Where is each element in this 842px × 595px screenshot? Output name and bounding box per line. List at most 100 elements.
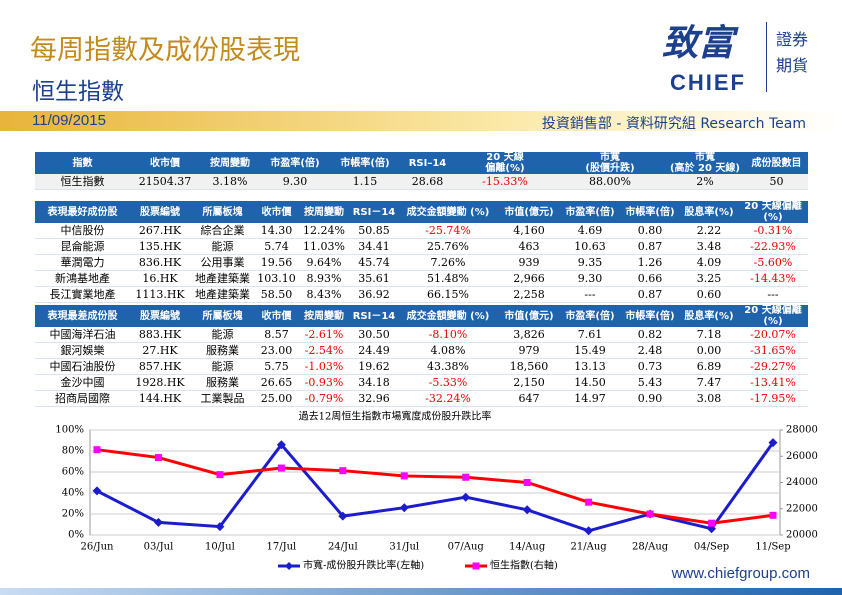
row: 中國石油股份 857.HK 能源 5.75 -1.03% 19.62 43.38% 18,56… [35,358,808,375]
cell: 51.48% [398,270,498,287]
marker [339,467,347,475]
cell: 2.48 [620,342,680,359]
row: 銀河娛樂 27.HK 服務業 23.00 -2.54% 24.49 4.08% 979 15.4… [35,342,808,359]
cell: 6.89 [680,358,738,375]
date: 11/09/2015 [32,112,106,129]
cell: 88.00% [555,174,665,190]
cell: 5.75 [255,358,298,375]
row: 招商局國際 144.HK 工業製品 25.00 -0.79% 32.96 -32.24% 64… [35,390,808,407]
x-tick-label: 03/Jul [144,542,174,553]
marker [646,510,654,518]
row: 新鴻基地產 16.HK 地產建築業 103.10 8.93% 35.61 51.48% 2,9… [35,270,808,287]
column-header: 所屬板塊 [190,305,255,327]
cell: 32.96 [350,390,398,407]
column-header: 20 天線 偏離(%) [455,152,555,174]
cell: 地產建築業 [190,270,255,287]
cell: 7.26% [398,254,498,271]
cell: -5.33% [398,374,498,391]
cell: 5.74 [255,238,298,255]
footer: www.chiefgroup.com [671,565,810,582]
cell: -32.24% [398,390,498,407]
marker [153,517,163,527]
marker [216,471,224,479]
column-header: 股息率(%) [680,201,738,223]
worst-table: 表現最差成份股 股票編號 所屬板塊 收市價 按周變動 RSI－14 成交金額變動 (%) 市值… [35,305,808,407]
chart: 過去12周恒生指數市場寬度成份股升跌比率 0% 20% 40% 60% 80% 100% 2… [55,410,817,572]
cell: 3,826 [498,327,560,343]
cell: 34.18 [350,374,398,391]
cell: 10.63 [560,238,620,255]
column-header: 20 天線偏離(%) [738,305,808,327]
logo-side: 證券 [776,30,809,49]
cell: 金沙中國 [35,374,130,391]
cell: 267.HK [130,223,190,239]
cell: 11.03% [298,238,350,255]
legend-marker [285,562,293,570]
cell: 地產建築業 [190,286,255,303]
row: 中信股份 267.HK 綜合企業 14.30 12.24% 50.85 -25.74% 4,1… [35,223,808,239]
cell: 857.HK [130,358,190,375]
cell: 9.30 [260,174,330,190]
cell: -17.95% [738,390,808,407]
cell: 836.HK [130,254,190,271]
cell: -15.33% [455,174,555,190]
column-header: 市盈率(倍) [560,201,620,223]
y-tick-label: 40% [62,488,84,499]
cell: 30.50 [350,327,398,343]
cell: 25.00 [255,390,298,407]
cell: 883.HK [130,327,190,343]
cell: -8.10% [398,327,498,343]
column-header: 市帳率(倍) [330,152,400,174]
cell: 3.18% [200,174,260,190]
cell: -1.03% [298,358,350,375]
cell: 21504.37 [130,174,200,190]
cell: -31.65% [738,342,808,359]
column-header: 按周變動 [298,201,350,223]
cell: 103.10 [255,270,298,287]
cell: 0.66 [620,270,680,287]
cell: 3.48 [680,238,738,255]
y-tick-label: 0% [68,530,84,541]
marker [708,519,716,527]
x-tick-label: 07/Aug [448,542,485,553]
cell: 招商局國際 [35,390,130,407]
cell: 恒生指數 [35,174,130,190]
date-band [0,111,842,131]
x-tick-label: 26/Jun [81,542,115,553]
column-header: 股票編號 [130,201,190,223]
cell: 3.08 [680,390,738,407]
cell: -14.43% [738,270,808,287]
cell: 4.69 [560,223,620,239]
cell: 2,966 [498,270,560,287]
marker [277,464,285,472]
cell: 25.76% [398,238,498,255]
logo-divider [766,22,767,92]
cell: 27.HK [130,342,190,359]
column-header: 市寬 (高於 20 天線) [665,152,745,174]
legend-marker [472,562,480,570]
cell: 43.38% [398,358,498,375]
cell: 144.HK [130,390,190,407]
cell: 36.92 [350,286,398,303]
y-tick-label: 20% [62,509,84,520]
cell: 9.64% [298,254,350,271]
cell: 45.74 [350,254,398,271]
cell: 服務業 [190,342,255,359]
cell: 9.30 [560,270,620,287]
marker [400,472,408,480]
cell: 5.43 [620,374,680,391]
cell: 34.41 [350,238,398,255]
footer-bar [0,588,842,595]
marker [154,454,162,462]
cell: 0.87 [620,238,680,255]
series-line [96,448,774,525]
marker [461,492,471,502]
cell: 長江實業地產 [35,286,130,303]
column-header: 股票編號 [130,305,190,327]
cell: 0.73 [620,358,680,375]
column-header: 股息率(%) [680,305,738,327]
y-tick-label: 60% [62,467,84,478]
cell: 0.80 [620,223,680,239]
row: 中國海洋石油 883.HK 能源 8.57 -2.61% 30.50 -8.10% 3,826… [35,327,808,343]
